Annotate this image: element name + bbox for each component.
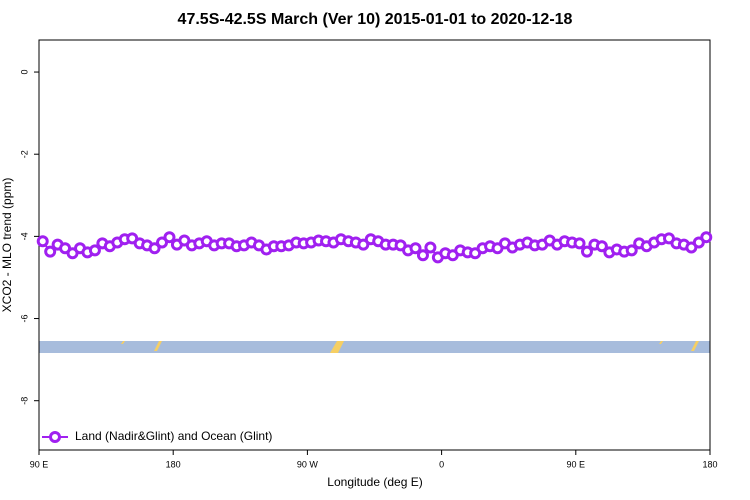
x-axis-label: Longitude (deg E) [327, 475, 422, 489]
data-point [163, 231, 176, 244]
x-tick-label: 90 W [297, 459, 319, 469]
legend-marker [49, 431, 61, 443]
data-point [36, 235, 49, 248]
data-point [595, 240, 608, 253]
legend-label: Land (Nadir&Glint) and Ocean (Glint) [75, 429, 272, 443]
y-tick-label: -2 [19, 150, 29, 158]
data-point [44, 245, 57, 258]
y-tick-label: -4 [19, 232, 29, 240]
x-tick-label: 90 E [567, 459, 586, 469]
data-point [357, 238, 370, 251]
data-point [700, 231, 713, 244]
data-point [88, 244, 101, 257]
x-tick-label: 90 E [30, 459, 49, 469]
y-tick-label: -6 [19, 315, 29, 323]
x-tick-label: 0 [439, 459, 444, 469]
band [39, 341, 710, 353]
data-point [573, 237, 586, 250]
y-tick-label: -8 [19, 397, 29, 405]
coverage-band [39, 341, 710, 353]
x-tick-label: 180 [702, 459, 717, 469]
data-point [424, 241, 437, 254]
data-point [625, 244, 638, 257]
data-point [409, 242, 422, 255]
data-point [692, 236, 705, 249]
data-point [580, 245, 593, 258]
chart-title: 47.5S-42.5S March (Ver 10) 2015-01-01 to… [178, 11, 573, 28]
x-tick-label: 180 [166, 459, 181, 469]
legend: Land (Nadir&Glint) and Ocean (Glint) [42, 429, 272, 443]
y-axis-label: XCO2 - MLO trend (ppm) [0, 178, 14, 313]
y-tick-label: 0 [19, 70, 29, 75]
data-point [416, 249, 429, 262]
data-point [148, 242, 161, 255]
data-point [156, 236, 169, 249]
